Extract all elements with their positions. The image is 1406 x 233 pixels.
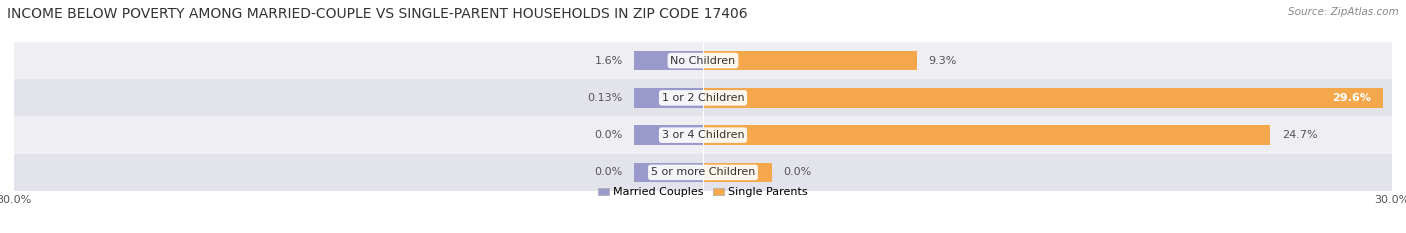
Legend: Married Couples, Single Parents: Married Couples, Single Parents [598, 187, 808, 197]
Bar [634, 163, 703, 182]
Bar [703, 51, 917, 70]
Text: 9.3%: 9.3% [928, 56, 956, 65]
Text: 5 or more Children: 5 or more Children [651, 168, 755, 177]
Text: 29.6%: 29.6% [1333, 93, 1371, 103]
Bar [634, 88, 703, 108]
Text: 0.0%: 0.0% [783, 168, 811, 177]
Bar [634, 51, 703, 70]
Bar [14, 154, 1392, 191]
Text: 0.0%: 0.0% [595, 130, 623, 140]
Text: INCOME BELOW POVERTY AMONG MARRIED-COUPLE VS SINGLE-PARENT HOUSEHOLDS IN ZIP COD: INCOME BELOW POVERTY AMONG MARRIED-COUPL… [7, 7, 748, 21]
Bar [14, 42, 1392, 79]
Bar [703, 125, 1270, 145]
Text: 3 or 4 Children: 3 or 4 Children [662, 130, 744, 140]
Bar [634, 125, 703, 145]
Text: No Children: No Children [671, 56, 735, 65]
Text: 24.7%: 24.7% [1282, 130, 1317, 140]
Text: 0.0%: 0.0% [595, 168, 623, 177]
Text: 0.13%: 0.13% [588, 93, 623, 103]
Bar [703, 88, 1382, 108]
Text: Source: ZipAtlas.com: Source: ZipAtlas.com [1288, 7, 1399, 17]
Bar [703, 163, 772, 182]
Text: 1.6%: 1.6% [595, 56, 623, 65]
Text: 1 or 2 Children: 1 or 2 Children [662, 93, 744, 103]
Bar [14, 79, 1392, 116]
Bar [14, 116, 1392, 154]
